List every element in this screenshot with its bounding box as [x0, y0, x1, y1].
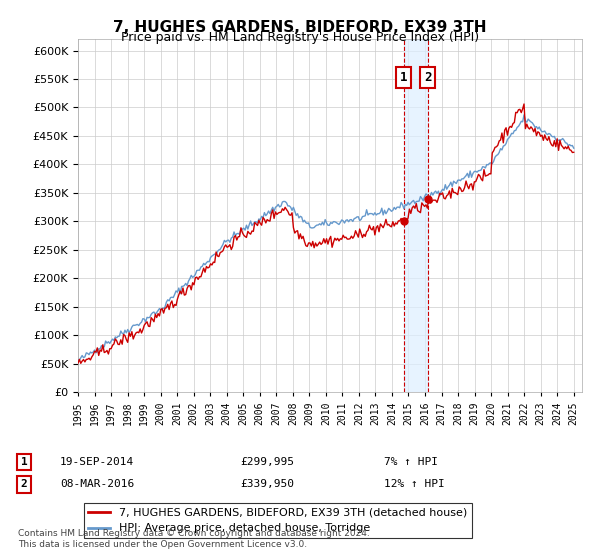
Text: 08-MAR-2016: 08-MAR-2016 — [60, 479, 134, 489]
Text: 7% ↑ HPI: 7% ↑ HPI — [384, 457, 438, 467]
Text: Contains HM Land Registry data © Crown copyright and database right 2024.
This d: Contains HM Land Registry data © Crown c… — [18, 529, 370, 549]
Text: 2: 2 — [20, 479, 28, 489]
Text: £339,950: £339,950 — [240, 479, 294, 489]
Legend: 7, HUGHES GARDENS, BIDEFORD, EX39 3TH (detached house), HPI: Average price, deta: 7, HUGHES GARDENS, BIDEFORD, EX39 3TH (d… — [83, 503, 472, 538]
Text: 1: 1 — [400, 71, 407, 84]
Text: Price paid vs. HM Land Registry's House Price Index (HPI): Price paid vs. HM Land Registry's House … — [121, 31, 479, 44]
Text: 12% ↑ HPI: 12% ↑ HPI — [384, 479, 445, 489]
Text: 7, HUGHES GARDENS, BIDEFORD, EX39 3TH: 7, HUGHES GARDENS, BIDEFORD, EX39 3TH — [113, 20, 487, 35]
Text: 19-SEP-2014: 19-SEP-2014 — [60, 457, 134, 467]
Text: 1: 1 — [20, 457, 28, 467]
Text: £299,995: £299,995 — [240, 457, 294, 467]
Bar — [404, 39, 428, 392]
Text: 2: 2 — [424, 71, 432, 84]
